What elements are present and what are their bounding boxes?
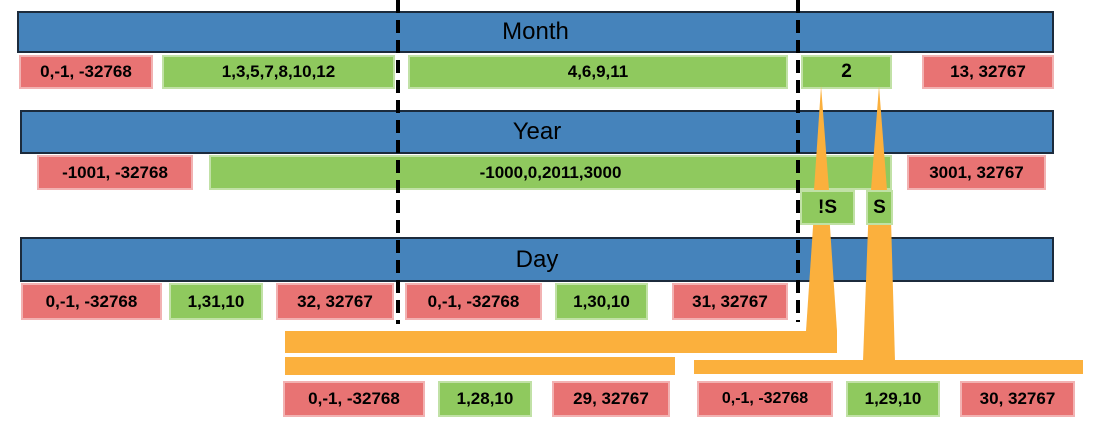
day30-partition-invalid-low: 0,-1, -32768 xyxy=(405,283,542,320)
feb-nonleap-invalid-high: 29, 32767 xyxy=(552,381,670,417)
day-bar: Day xyxy=(20,237,1054,282)
month-partition-valid-31day: 1,3,5,7,8,10,12 xyxy=(162,55,395,89)
month-partition-valid-30day: 4,6,9,11 xyxy=(408,55,788,89)
day30-partition-invalid-high: 31, 32767 xyxy=(672,283,788,320)
connector-bar-nonleap-group xyxy=(285,357,675,375)
month-bar: Month xyxy=(17,11,1054,53)
month-bar-title: Month xyxy=(502,18,569,45)
month-partition-invalid-high: 13, 32767 xyxy=(922,55,1054,89)
connector-bar-leap-group xyxy=(694,360,1083,374)
year-bar-title: Year xyxy=(512,118,562,145)
year-partition-invalid-low: -1001, -32768 xyxy=(37,155,193,190)
dashed-separator-left xyxy=(396,0,400,324)
dashed-separator-right xyxy=(796,0,800,322)
day31-partition-invalid-high: 32, 32767 xyxy=(276,283,394,320)
year-partition-invalid-high: 3001, 32767 xyxy=(907,155,1046,190)
year-nonleap-box: !S xyxy=(800,190,855,225)
feb-leap-invalid-low: 0,-1, -32768 xyxy=(697,381,833,417)
feb-leap-invalid-high: 30, 32767 xyxy=(960,381,1075,417)
year-leap-box: S xyxy=(866,190,893,225)
feb-leap-valid: 1,29,10 xyxy=(846,381,940,417)
day30-partition-valid: 1,30,10 xyxy=(555,283,648,320)
connector-funnel-leap xyxy=(863,225,895,361)
day-bar-title: Day xyxy=(515,245,559,273)
year-partition-valid: -1000,0,2011,3000 xyxy=(209,155,892,190)
month-partition-invalid-low: 0,-1, -32768 xyxy=(19,55,153,89)
year-bar: Year xyxy=(20,110,1054,154)
connector-bar-nonleap-top xyxy=(285,331,837,353)
feb-nonleap-invalid-low: 0,-1, -32768 xyxy=(283,381,425,417)
day31-partition-valid: 1,31,10 xyxy=(169,283,263,320)
month-partition-valid-february: 2 xyxy=(801,55,892,89)
feb-nonleap-valid: 1,28,10 xyxy=(438,381,532,417)
day31-partition-invalid-low: 0,-1, -32768 xyxy=(21,283,162,320)
